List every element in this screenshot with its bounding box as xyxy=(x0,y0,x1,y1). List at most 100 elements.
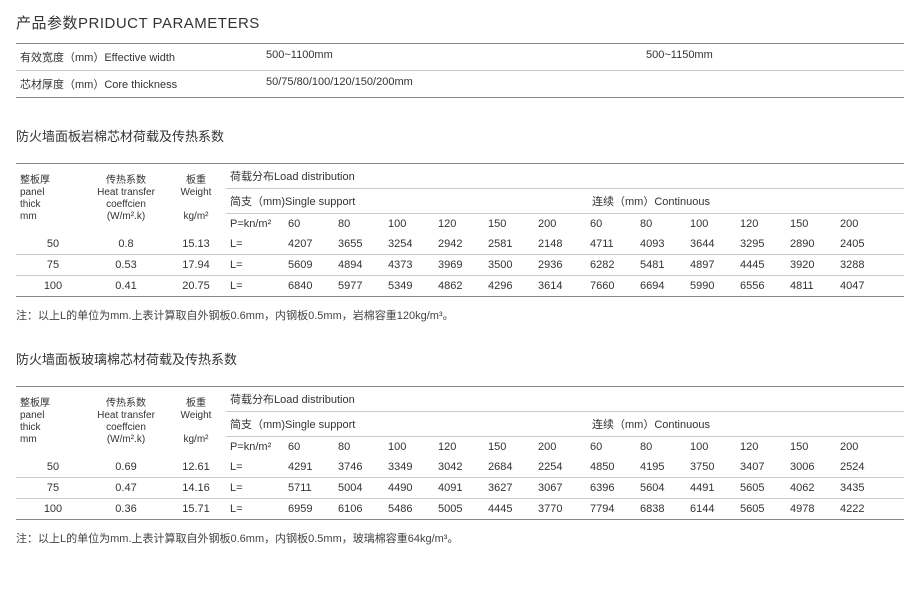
cell-l: L= xyxy=(226,238,288,250)
table-row: 1000.4120.75L=68405977534948624296361476… xyxy=(16,276,904,296)
param-value: 500~1150mm xyxy=(586,49,786,65)
param-table: 有效宽度（mm）Effective width 500~1100mm 500~1… xyxy=(16,43,904,98)
cell-value: 2684 xyxy=(488,461,538,473)
cell-value: 5609 xyxy=(288,259,338,271)
param-value xyxy=(586,76,786,92)
cell-thick: 100 xyxy=(16,503,86,515)
cell-thick: 50 xyxy=(16,461,86,473)
col-header-coeff: 传热系数Heat transfercoeffcien(W/m².k) xyxy=(86,164,166,234)
col-num: 120 xyxy=(740,441,790,453)
p-label: P=kn/m² xyxy=(226,441,288,453)
table-note: 注：以上L的单位为mm.上表计算取自外钢板0.6mm，内钢板0.5mm，岩棉容重… xyxy=(16,307,904,323)
cell-coeff: 0.41 xyxy=(86,280,166,292)
param-row: 芯材厚度（mm）Core thickness 50/75/80/100/120/… xyxy=(16,71,904,97)
cell-weight: 12.61 xyxy=(166,461,226,473)
col-header-thick: 整板厚panelthickmm xyxy=(16,387,86,457)
cell-value: 3295 xyxy=(740,238,790,250)
cell-value: 4491 xyxy=(690,482,740,494)
cell-value: 5005 xyxy=(438,503,488,515)
col-header-coeff: 传热系数Heat transfercoeffcien(W/m².k) xyxy=(86,387,166,457)
cell-value: 2890 xyxy=(790,238,840,250)
single-support-label: 简支（mm)Single support xyxy=(226,412,588,436)
col-num: 60 xyxy=(288,441,338,453)
cell-value: 5349 xyxy=(388,280,438,292)
cell-value: 4978 xyxy=(790,503,840,515)
cell-value: 4711 xyxy=(590,238,640,250)
col-num: 150 xyxy=(790,441,840,453)
cell-value: 4195 xyxy=(640,461,690,473)
col-num: 200 xyxy=(840,441,890,453)
cell-thick: 50 xyxy=(16,238,86,250)
cell-value: 4291 xyxy=(288,461,338,473)
cell-value: 4850 xyxy=(590,461,640,473)
cell-value: 4490 xyxy=(388,482,438,494)
cell-value: 2405 xyxy=(840,238,890,250)
cell-thick: 100 xyxy=(16,280,86,292)
cell-value: 6694 xyxy=(640,280,690,292)
single-support-label: 简支（mm)Single support xyxy=(226,189,588,213)
cell-value: 5977 xyxy=(338,280,388,292)
cell-value: 3435 xyxy=(840,482,890,494)
load-table-1: 整板厚panelthickmm传热系数Heat transfercoeffcie… xyxy=(16,163,904,297)
param-label: 芯材厚度（mm）Core thickness xyxy=(16,76,266,92)
cell-value: 6144 xyxy=(690,503,740,515)
col-header-thick: 整板厚panelthickmm xyxy=(16,164,86,234)
cell-value: 6840 xyxy=(288,280,338,292)
col-num: 100 xyxy=(388,441,438,453)
cell-value: 4222 xyxy=(840,503,890,515)
col-num: 100 xyxy=(388,218,438,230)
cell-value: 3746 xyxy=(338,461,388,473)
cell-value: 3254 xyxy=(388,238,438,250)
col-num: 120 xyxy=(438,218,488,230)
cell-value: 3750 xyxy=(690,461,740,473)
cell-coeff: 0.36 xyxy=(86,503,166,515)
col-header-load: 荷载分布Load distribution简支（mm)Single suppor… xyxy=(226,164,904,234)
cell-value: 2524 xyxy=(840,461,890,473)
section-title: 防火墙面板玻璃棉芯材荷载及传热系数 xyxy=(16,349,904,368)
cell-value: 4445 xyxy=(740,259,790,271)
cell-value: 3006 xyxy=(790,461,840,473)
table-header: 整板厚panelthickmm传热系数Heat transfercoeffcie… xyxy=(16,387,904,457)
cell-coeff: 0.53 xyxy=(86,259,166,271)
col-num: 150 xyxy=(488,218,538,230)
col-header-weight: 板重Weightkg/m² xyxy=(166,164,226,234)
continuous-label: 连续（mm）Continuous xyxy=(588,189,904,213)
p-label: P=kn/m² xyxy=(226,218,288,230)
cell-value: 3349 xyxy=(388,461,438,473)
cell-value: 4296 xyxy=(488,280,538,292)
cell-value: 5604 xyxy=(640,482,690,494)
cell-value: 2148 xyxy=(538,238,588,250)
cell-value: 2254 xyxy=(538,461,588,473)
table-row: 750.4714.16L=571150044490409136273067639… xyxy=(16,478,904,499)
param-value: 50/75/80/100/120/150/200mm xyxy=(266,76,586,92)
col-num: 200 xyxy=(538,441,588,453)
col-num: 60 xyxy=(590,441,640,453)
cell-value: 4373 xyxy=(388,259,438,271)
col-num: 80 xyxy=(338,218,388,230)
load-dist-label: 荷载分布Load distribution xyxy=(226,387,904,412)
col-num: 80 xyxy=(640,441,690,453)
cell-value: 3407 xyxy=(740,461,790,473)
col-num: 60 xyxy=(590,218,640,230)
cell-value: 5605 xyxy=(740,503,790,515)
cell-value: 5605 xyxy=(740,482,790,494)
cell-weight: 17.94 xyxy=(166,259,226,271)
cell-value: 3042 xyxy=(438,461,488,473)
load-table-2: 整板厚panelthickmm传热系数Heat transfercoeffcie… xyxy=(16,386,904,520)
cell-value: 4862 xyxy=(438,280,488,292)
cell-value: 5990 xyxy=(690,280,740,292)
param-row: 有效宽度（mm）Effective width 500~1100mm 500~1… xyxy=(16,44,904,71)
col-num: 80 xyxy=(338,441,388,453)
cell-value: 3770 xyxy=(538,503,588,515)
cell-value: 6282 xyxy=(590,259,640,271)
param-value: 500~1100mm xyxy=(266,49,586,65)
cell-value: 6396 xyxy=(590,482,640,494)
cell-value: 4093 xyxy=(640,238,690,250)
col-header-weight: 板重Weightkg/m² xyxy=(166,387,226,457)
col-num: 200 xyxy=(840,218,890,230)
cell-value: 5486 xyxy=(388,503,438,515)
cell-coeff: 0.47 xyxy=(86,482,166,494)
cell-l: L= xyxy=(226,503,288,515)
col-num: 150 xyxy=(790,218,840,230)
col-num: 100 xyxy=(690,218,740,230)
